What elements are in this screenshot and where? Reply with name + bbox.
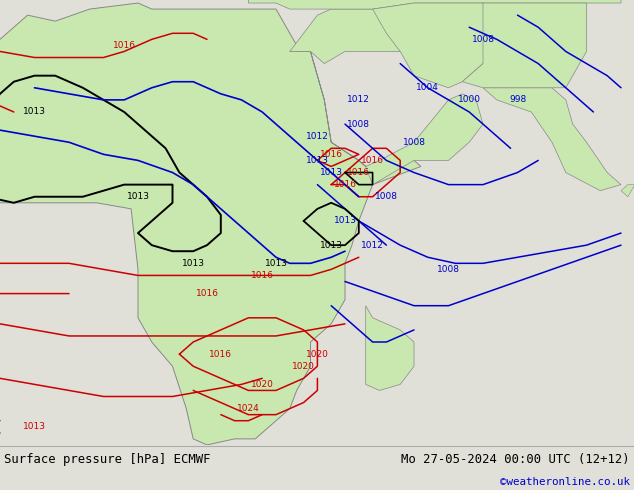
Polygon shape xyxy=(462,3,586,88)
Text: 1000: 1000 xyxy=(458,96,481,104)
Polygon shape xyxy=(0,3,421,445)
Polygon shape xyxy=(621,185,634,196)
Text: 1008: 1008 xyxy=(472,35,495,44)
Text: 1008: 1008 xyxy=(347,120,370,128)
Text: 1004: 1004 xyxy=(417,83,439,92)
Text: 1013: 1013 xyxy=(23,422,46,431)
Text: 1020: 1020 xyxy=(251,380,274,389)
Text: 1024: 1024 xyxy=(237,404,260,413)
Text: 1016: 1016 xyxy=(361,156,384,165)
Polygon shape xyxy=(290,51,483,185)
Text: 1016: 1016 xyxy=(347,168,370,177)
Text: 1012: 1012 xyxy=(306,132,329,141)
Text: 1013: 1013 xyxy=(182,259,205,268)
Text: 1013: 1013 xyxy=(333,217,356,225)
Polygon shape xyxy=(366,306,414,391)
Text: 1016: 1016 xyxy=(250,271,274,280)
Text: 1020: 1020 xyxy=(292,362,315,371)
Text: 1016: 1016 xyxy=(209,350,232,359)
Text: Mo 27-05-2024 00:00 UTC (12+12): Mo 27-05-2024 00:00 UTC (12+12) xyxy=(401,453,630,466)
Polygon shape xyxy=(483,88,621,191)
Polygon shape xyxy=(249,0,621,9)
Text: 1008: 1008 xyxy=(375,192,398,201)
Text: 1013: 1013 xyxy=(127,192,150,201)
Text: 1016: 1016 xyxy=(320,150,343,159)
Polygon shape xyxy=(290,9,414,64)
Polygon shape xyxy=(373,3,517,88)
Text: 1008: 1008 xyxy=(403,138,425,147)
Text: 998: 998 xyxy=(509,96,526,104)
Text: 1013: 1013 xyxy=(23,107,46,117)
Text: Surface pressure [hPa] ECMWF: Surface pressure [hPa] ECMWF xyxy=(4,453,210,466)
Text: 1012: 1012 xyxy=(361,241,384,250)
Text: 1020: 1020 xyxy=(306,350,329,359)
Text: 1008: 1008 xyxy=(437,265,460,274)
Text: 1013: 1013 xyxy=(320,241,343,250)
Text: 1013: 1013 xyxy=(320,168,343,177)
Text: 1012: 1012 xyxy=(347,96,370,104)
Text: ©weatheronline.co.uk: ©weatheronline.co.uk xyxy=(500,477,630,487)
Text: 1013: 1013 xyxy=(306,156,329,165)
Text: 1013: 1013 xyxy=(264,259,287,268)
Text: 1016: 1016 xyxy=(333,180,356,189)
Text: 1016: 1016 xyxy=(113,41,136,50)
Text: 1016: 1016 xyxy=(195,289,219,298)
